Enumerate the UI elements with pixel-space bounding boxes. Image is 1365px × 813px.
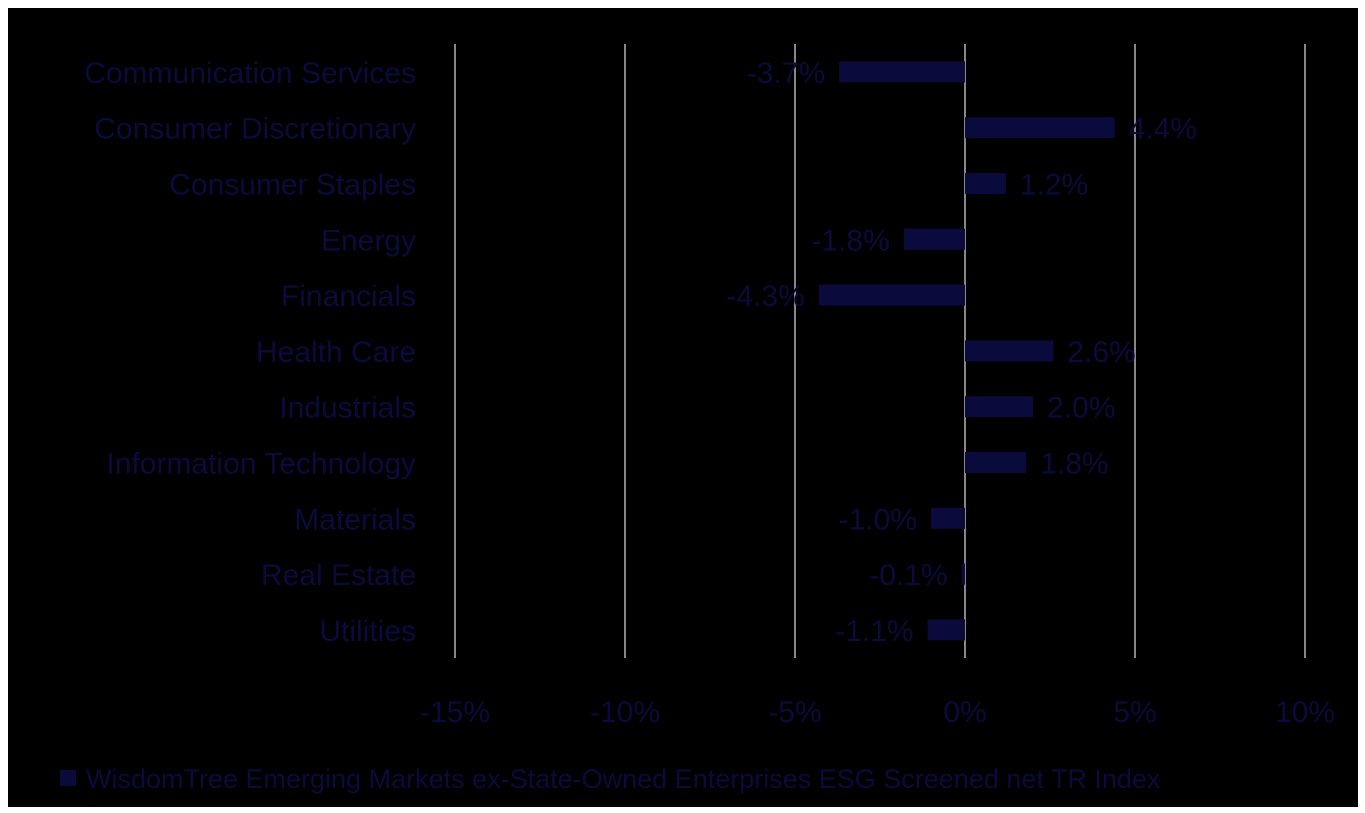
legend: WisdomTree Emerging Markets ex-State-Own… <box>60 764 1161 794</box>
data-label: -1.0% <box>839 503 917 536</box>
legend-entry: WisdomTree Emerging Markets ex-State-Own… <box>86 764 1161 794</box>
data-label: 2.0% <box>1047 392 1115 425</box>
bar <box>965 452 1027 473</box>
data-label: -3.7% <box>747 57 825 90</box>
category-label: Materials <box>294 503 416 536</box>
data-label: -1.1% <box>835 615 913 648</box>
category-label: Industrials <box>279 392 416 425</box>
category-label: Health Care <box>256 336 416 369</box>
x-tick-label: 5% <box>1113 696 1156 729</box>
x-tick-label: -10% <box>590 696 660 729</box>
bar <box>965 396 1033 418</box>
data-label: 1.8% <box>1040 448 1108 481</box>
category-label: Energy <box>321 224 416 257</box>
category-label: Communication Services <box>84 57 416 90</box>
category-label: Utilities <box>319 615 416 648</box>
data-label: 4.4% <box>1129 113 1197 146</box>
bar <box>931 507 965 529</box>
category-label: Consumer Staples <box>169 169 416 202</box>
legend-swatch <box>60 770 76 786</box>
bars <box>818 61 1115 641</box>
bar <box>965 117 1115 139</box>
bar <box>927 619 965 641</box>
chart-background <box>8 8 1358 807</box>
x-axis-tick-labels: -15% -10% -5% 0% 5% 10% <box>420 696 1335 729</box>
category-labels: Communication Services Consumer Discretio… <box>84 57 416 648</box>
category-label: Consumer Discretionary <box>94 113 416 146</box>
data-label: 1.2% <box>1020 169 1088 202</box>
x-tick-label: 0% <box>943 696 986 729</box>
category-label: Information Technology <box>106 448 416 481</box>
x-tick-label: -15% <box>420 696 490 729</box>
bar <box>961 563 965 585</box>
bar <box>903 228 965 250</box>
data-label: -1.8% <box>811 224 889 257</box>
data-labels: -3.7% 4.4% 1.2% -1.8%-4.3% 2.6% 2.0% 1.8% -1.0%… <box>726 57 1197 648</box>
bar <box>839 61 965 83</box>
bar <box>965 173 1006 194</box>
category-label: Real Estate <box>261 559 416 592</box>
category-label: Financials <box>281 280 416 313</box>
x-tick-label: 10% <box>1275 696 1335 729</box>
x-tick-label: -5% <box>768 696 821 729</box>
bar <box>818 284 965 306</box>
data-label: -4.3% <box>726 280 804 313</box>
data-label: -0.1% <box>869 559 947 592</box>
data-label: 2.6% <box>1067 336 1135 369</box>
bar <box>965 340 1054 362</box>
